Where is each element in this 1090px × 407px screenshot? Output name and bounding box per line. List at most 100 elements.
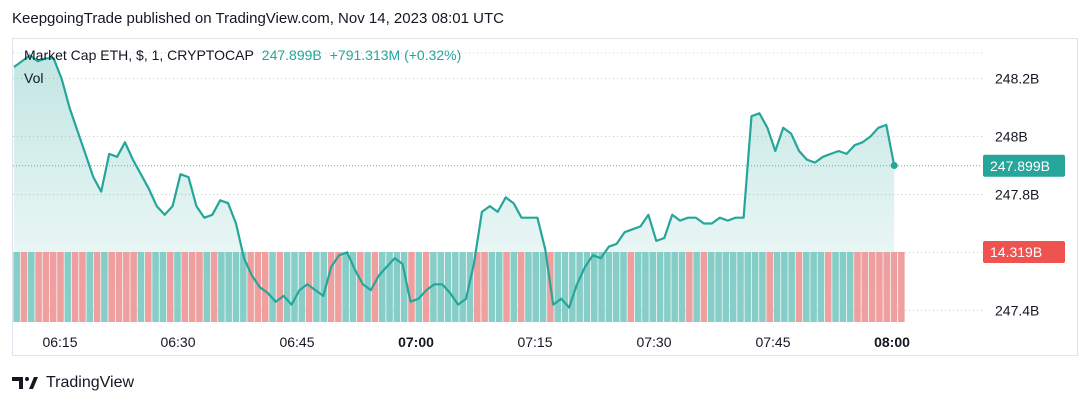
price-line [13,54,896,309]
volume-bar [503,252,510,322]
volume-bar [766,252,773,322]
volume-bar [415,252,423,322]
volume-bar [517,252,525,322]
volume-bar [583,252,591,322]
y-tick-label: 248B [995,129,1028,145]
volume-bar [620,252,627,322]
volume-bar [510,252,518,322]
volume-bar [846,252,854,322]
volume-bar [174,252,181,322]
volume-badge [983,241,1065,263]
volume-bar [686,252,693,322]
volume-bar [203,252,211,322]
volume-bar [495,252,503,322]
volume-bar [320,252,327,322]
volume-bar [642,252,649,322]
volume-bar [218,252,225,322]
volume-bar [393,252,401,322]
volume-bar [839,252,847,322]
volume-bar [378,252,386,322]
published-line: KeepgoingTrade published on TradingView.… [12,10,504,27]
volume-bar [700,252,708,322]
volume-bar [817,252,825,322]
volume-bar [159,252,167,322]
volume-bar [744,252,752,322]
volume-label: Vol [24,70,44,86]
volume-bar [371,252,379,322]
volume-bar [876,252,883,322]
volume-bar [342,252,349,322]
volume-bar [71,252,79,322]
volume-bar [890,252,898,322]
volume-bar [298,252,306,322]
volume-bar [773,252,781,322]
volume-bar [225,252,232,322]
symbol-label[interactable]: Market Cap ETH, $, 1, CRYPTOCAP [24,47,254,63]
volume-bar [20,252,28,322]
volume-bar [130,252,137,322]
volume-bar [422,252,430,322]
y-tick-label: 247.8B [995,186,1039,202]
footer[interactable]: TradingView [12,374,134,392]
volume-bar [474,252,481,322]
volume-bar [254,252,262,322]
volume-bar [605,252,613,322]
volume-bar [627,252,635,322]
volume-bar [810,252,817,322]
tradingview-logo-icon [12,377,38,389]
volume-bar [327,252,335,322]
chart-legend: Market Cap ETH, $, 1, CRYPTOCAP 247.899B +… [24,47,461,63]
volume-bar [561,252,569,322]
volume-bar [313,252,320,322]
volume-bar [612,252,620,322]
volume-bar [664,252,671,322]
footer-brand: TradingView [46,374,135,391]
volume-bar [335,252,342,322]
volume-bar [591,252,598,322]
volume-bar [539,252,547,322]
volume-bar [715,252,722,322]
volume-bar [35,252,42,322]
price-chart[interactable]: 248.2B248B247.8B247.6B247.4B247.899B14.3… [0,0,1090,360]
volume-bar [261,252,269,322]
price-badge [983,154,1065,177]
volume-bar [722,252,730,322]
volume-bar [123,252,130,322]
volume-bar [481,252,488,322]
volume-bar [883,252,890,322]
volume-bar [210,252,218,322]
volume-bar [240,252,247,322]
price-badge-label: 247.899B [990,158,1050,174]
volume-bar [795,252,803,322]
volume-bar [283,252,291,322]
volume-bar [232,252,240,322]
volume-bar [459,252,466,322]
volume-bar [137,252,145,322]
volume-bar [57,252,64,322]
volume-bar [64,252,72,322]
change-value: +791.313M (+0.32%) [329,47,462,63]
volume-bar [408,252,415,322]
volume-bar [101,252,108,322]
volume-bar [868,252,876,322]
volume-bar [576,252,583,322]
volume-bar [488,252,496,322]
volume-bar [247,252,254,322]
volume-bar [532,252,540,322]
volume-bar [49,252,57,322]
volume-bar [824,252,832,322]
volume-bar [737,252,744,322]
volume-bar [803,252,810,322]
volume-bar [656,252,664,322]
volume-bar [291,252,298,322]
volume-bar [707,252,715,322]
x-tick-label: 08:00 [874,334,910,350]
volume-bar [598,252,605,322]
volume-bar [678,252,686,322]
volume-bar [42,252,50,322]
volume-bar [430,252,437,322]
volume-bar [93,252,101,322]
volume-bar [693,252,700,322]
volume-bar [751,252,759,322]
volume-bar [861,252,869,322]
